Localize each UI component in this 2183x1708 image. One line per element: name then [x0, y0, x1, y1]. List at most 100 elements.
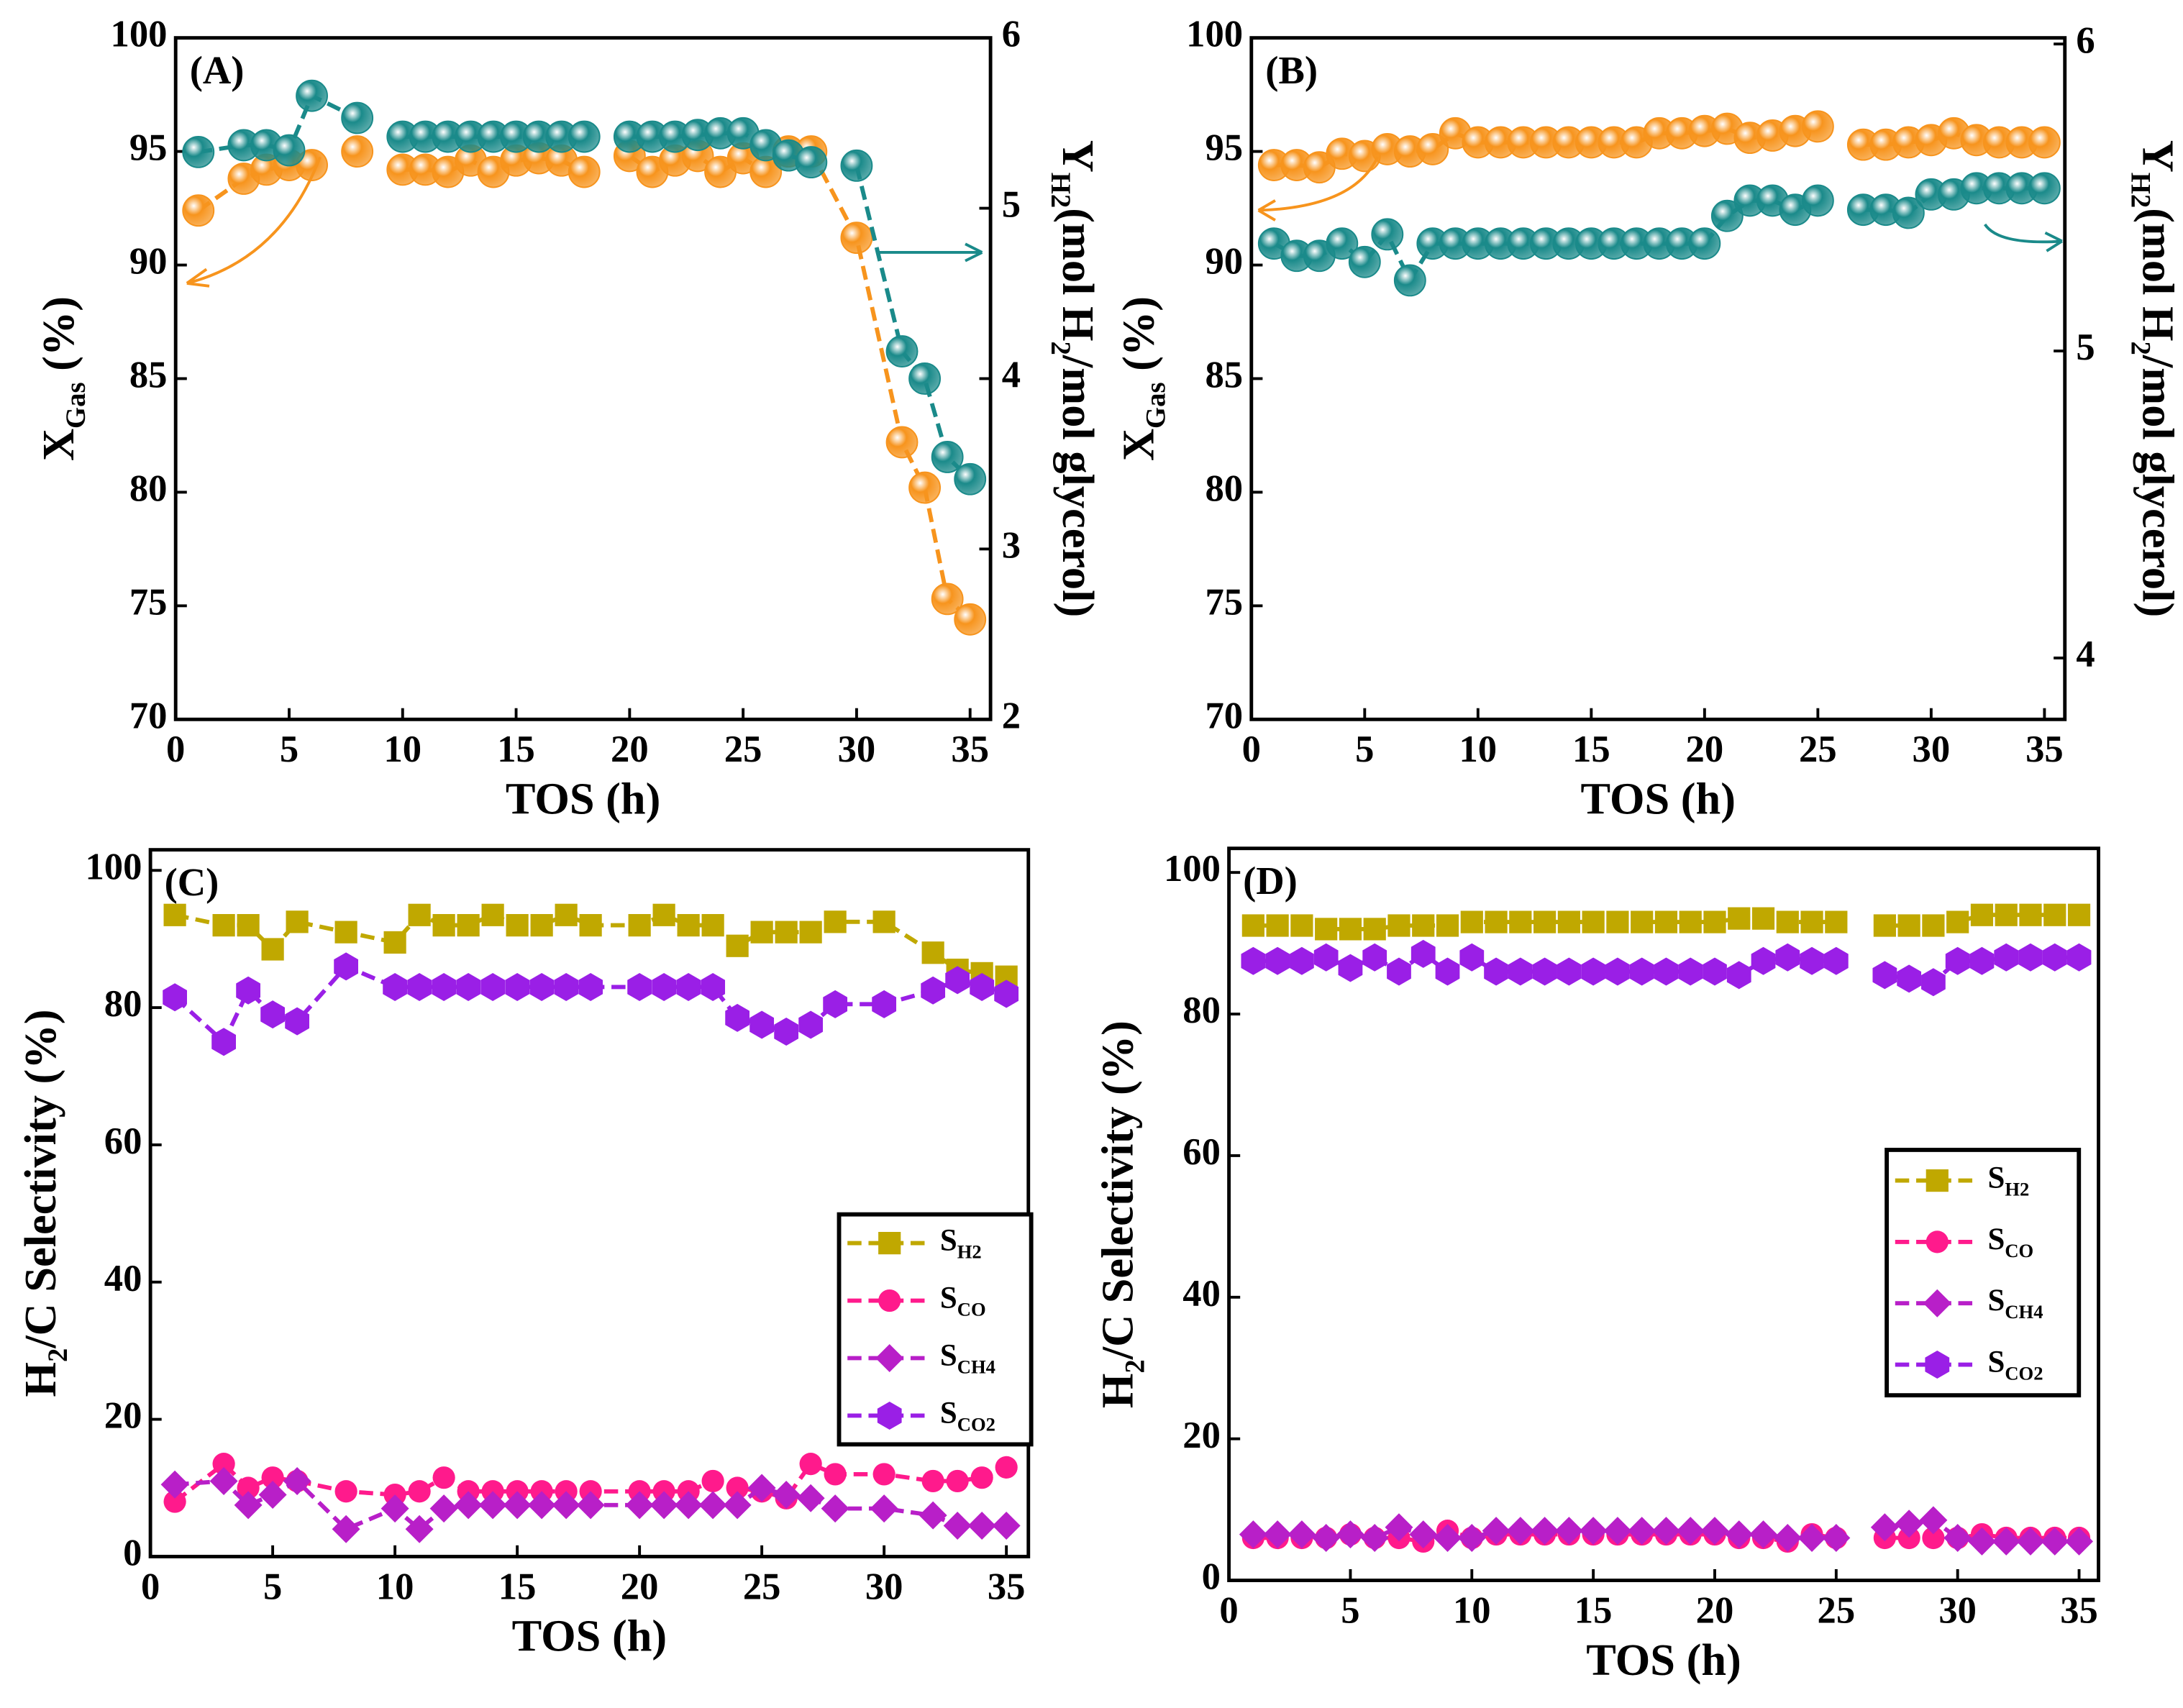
point [1239, 1520, 1267, 1549]
point [296, 149, 328, 181]
point [163, 903, 186, 926]
y-tick-label: 100 [1164, 848, 1221, 890]
y-tick-label: 80 [1205, 467, 1243, 509]
point [945, 966, 970, 995]
point [1919, 1506, 1948, 1535]
x-tick-label: 10 [1453, 1589, 1491, 1631]
point [796, 1484, 825, 1512]
legend-label: SH2 [940, 1223, 982, 1262]
point [212, 914, 235, 937]
text-part: (mol H [1053, 208, 1103, 341]
point [2041, 1527, 2069, 1556]
panel: 0 5 10 15 20 25 30 35 0 20 40 60 80 100 (D) TOS (h) H2/C… [1093, 846, 2100, 1685]
x-tick-label: 0 [1219, 1589, 1238, 1631]
point [872, 990, 897, 1018]
point [725, 1003, 750, 1032]
y-axis-label: XGas (%) [35, 296, 92, 461]
point [954, 462, 987, 495]
point [1266, 914, 1289, 937]
subscript: 2 [2125, 342, 2156, 355]
arrow [186, 156, 322, 285]
panel-title: (D) [1243, 859, 1298, 903]
text-part: S [1987, 1161, 2005, 1195]
point [1678, 957, 1703, 986]
y2-tick-label: 2 [1002, 695, 1021, 736]
x-tick-label: 0 [1242, 729, 1261, 770]
legend-marker [1925, 1351, 1950, 1379]
y-tick-label: 75 [129, 581, 168, 623]
x-tick-label: 35 [988, 1566, 1026, 1607]
point [1897, 914, 1920, 937]
point [2066, 943, 2092, 972]
point [1995, 903, 2018, 926]
point [1416, 133, 1449, 165]
point [1688, 227, 1721, 260]
y2-axis-label: YH2(mol H2/mol glycerol) [1045, 140, 1103, 618]
y-tick-label: 20 [104, 1395, 142, 1437]
legend-label: SH2 [1987, 1161, 2029, 1200]
point [870, 1494, 898, 1523]
point [919, 1501, 947, 1530]
point [2065, 1527, 2094, 1556]
point [505, 972, 530, 1001]
point [568, 155, 601, 188]
point [1897, 964, 1922, 993]
point [992, 1511, 1021, 1540]
point [286, 910, 309, 933]
point [212, 1453, 235, 1476]
x-tick-label: 35 [951, 729, 989, 770]
point [627, 972, 652, 1001]
point [1895, 1510, 1923, 1538]
x-tick-label: 5 [263, 1566, 282, 1607]
point [908, 362, 942, 395]
subscript: CO [957, 1299, 986, 1320]
point [1581, 957, 1606, 986]
point [261, 938, 284, 961]
point [840, 149, 873, 182]
x-tick-label: 15 [497, 729, 535, 770]
point [970, 972, 995, 1001]
point [701, 972, 726, 1001]
panel-title: (B) [1265, 48, 1318, 92]
point [1801, 110, 1834, 143]
point [1557, 910, 1580, 933]
point [1484, 957, 1508, 986]
point [1326, 227, 1359, 260]
y-tick-label: 90 [1205, 241, 1243, 283]
point [1290, 946, 1314, 975]
y2-tick-label: 4 [2076, 634, 2095, 675]
point [237, 914, 260, 937]
legend-marker [1925, 1169, 1949, 1192]
text-part: S [940, 1281, 957, 1315]
subscript: H2 [957, 1241, 982, 1263]
y-tick-label: 85 [129, 355, 168, 396]
point [211, 1028, 236, 1056]
point [823, 990, 848, 1018]
point [1606, 910, 1629, 933]
point [1776, 910, 1799, 933]
point [1339, 918, 1362, 941]
point [1922, 914, 1945, 937]
point [163, 1490, 186, 1513]
point [1700, 1517, 1729, 1545]
legend-label: SCH4 [1987, 1284, 2043, 1323]
point [578, 972, 603, 1001]
point [1412, 914, 1435, 937]
point [1533, 910, 1557, 933]
point [1994, 943, 2019, 972]
y-tick-label: 75 [1205, 581, 1243, 623]
point [908, 471, 942, 504]
legend-marker [878, 1289, 901, 1312]
point [283, 1466, 311, 1495]
point [994, 979, 1019, 1008]
point [676, 972, 701, 1001]
panel-title: (A) [190, 48, 245, 92]
point [480, 972, 506, 1001]
subscript: 2 [1045, 342, 1075, 355]
point [1751, 907, 1775, 930]
point [1582, 910, 1605, 933]
point [1676, 1517, 1705, 1545]
point [1800, 910, 1823, 933]
annotation-arrows [186, 156, 2063, 288]
text-part: (%) [1114, 296, 1164, 383]
